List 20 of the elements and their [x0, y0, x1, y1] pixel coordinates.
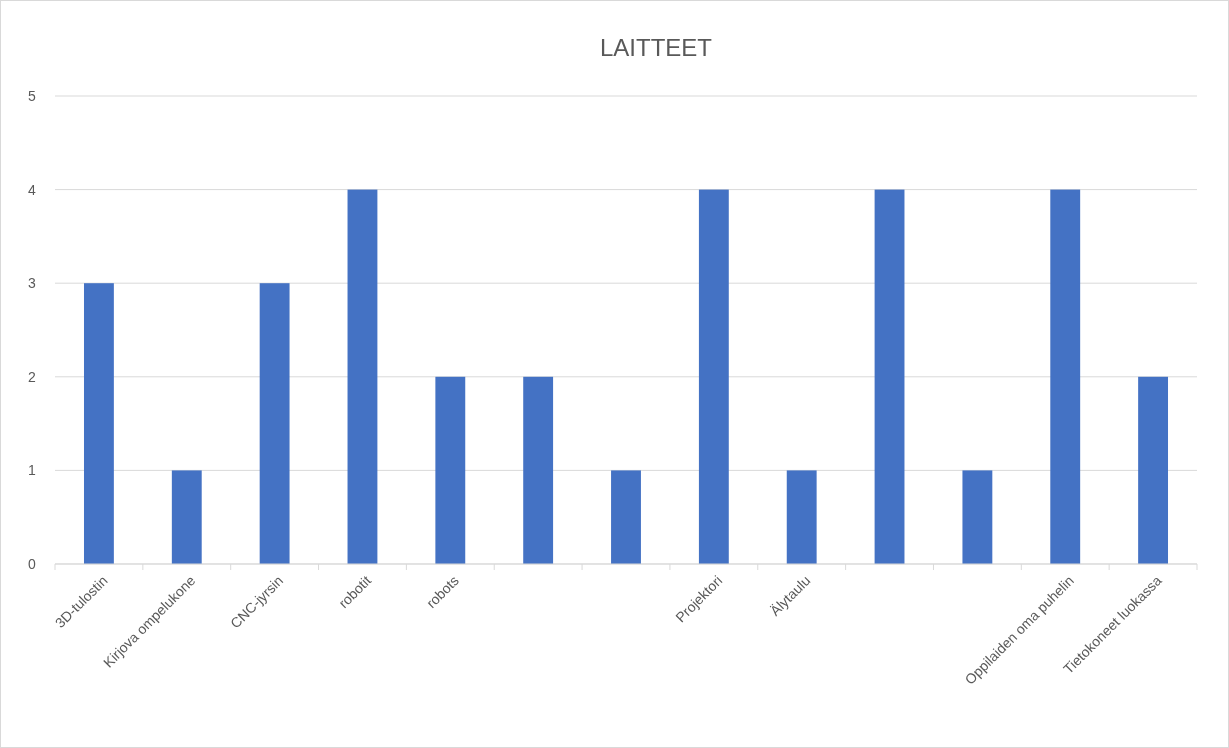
bar [1138, 376, 1169, 564]
chart-title: LAITTEET [599, 34, 713, 61]
bar [1050, 189, 1081, 564]
bar [523, 376, 554, 564]
bar [435, 376, 466, 564]
y-tick-label: 0 [28, 555, 37, 572]
bar [347, 189, 378, 564]
bar [259, 283, 290, 564]
y-tick-label: 4 [28, 181, 37, 198]
bar [611, 470, 641, 564]
y-tick-label: 3 [28, 275, 37, 292]
bar [698, 189, 729, 564]
bar [962, 470, 993, 564]
bar [171, 470, 202, 564]
y-tick-label: 2 [28, 368, 37, 385]
y-tick-label: 5 [28, 87, 37, 104]
bar [83, 283, 114, 564]
y-tick-label: 1 [28, 462, 37, 479]
bar [786, 470, 817, 564]
bar [874, 189, 905, 564]
